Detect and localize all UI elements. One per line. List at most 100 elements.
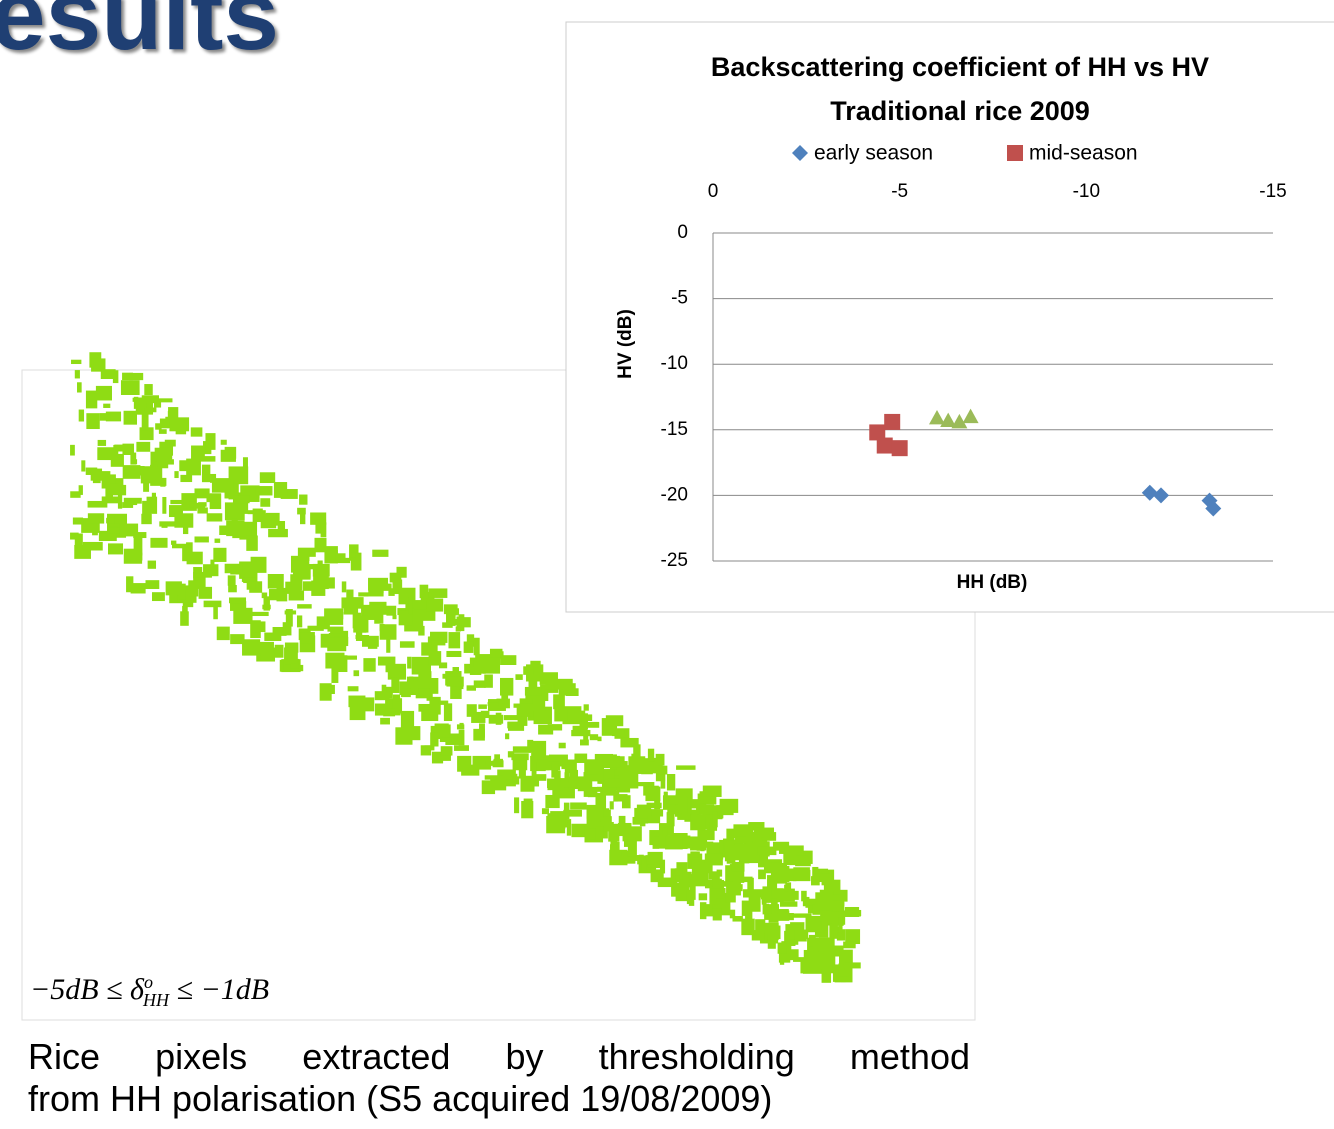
rice-pixel [275, 645, 284, 658]
rice-pixel [418, 626, 424, 636]
rice-pixel [806, 952, 822, 966]
rice-pixel [273, 627, 291, 635]
rice-pixel [75, 370, 80, 378]
rice-pixel [108, 543, 123, 554]
rice-pixel [372, 550, 388, 557]
rice-pixel [457, 724, 464, 729]
rice-pixel [446, 677, 463, 687]
y-tick-label: -20 [661, 484, 688, 505]
rice-pixel [114, 516, 124, 524]
rice-pixel [478, 704, 487, 709]
rice-pixel [768, 934, 776, 949]
y-tick-label: -25 [661, 550, 688, 571]
rice-pixel [822, 919, 827, 930]
rice-pixel [401, 711, 414, 728]
formula-sub: HH [143, 990, 169, 1010]
x-tick-label: -15 [1259, 181, 1286, 202]
rice-pixel [661, 772, 666, 789]
rice-pixel [297, 615, 302, 627]
rice-pixel [204, 601, 222, 608]
rice-pixel [307, 626, 323, 631]
point [884, 414, 900, 430]
rice-pixel [183, 527, 188, 534]
rice-pixel [548, 756, 563, 762]
rice-pixel [514, 704, 521, 708]
rice-pixel [206, 494, 217, 502]
rice-pixel [725, 845, 735, 861]
rice-pixel [481, 711, 490, 718]
rice-pixel [254, 621, 265, 632]
rice-pixel [523, 666, 533, 675]
rice-pixel [400, 641, 415, 647]
rice-pixel [179, 584, 186, 600]
formula: −5dB ≤ δoHH ≤ −1dB [30, 972, 269, 1011]
rice-pixel [143, 482, 149, 492]
rice-pixel [202, 465, 210, 483]
rice-pixel [298, 548, 316, 557]
rice-pixel [368, 640, 377, 649]
rice-pixel [221, 440, 227, 445]
rice-pixel [126, 576, 133, 592]
rice-pixel [527, 740, 533, 752]
rice-pixel [762, 886, 771, 896]
rice-pixel [648, 749, 654, 762]
rice-pixel [590, 734, 598, 740]
rice-pixel [336, 553, 346, 562]
rice-pixel [392, 615, 396, 619]
rice-pixel [435, 755, 451, 761]
rice-pixel [86, 413, 99, 429]
rice-pixel [813, 869, 828, 874]
rice-pixel [611, 842, 620, 850]
rice-pixel [407, 657, 411, 669]
chart-subtitle: Traditional rice 2009 [830, 96, 1090, 126]
rice-pixel [100, 413, 111, 421]
rice-pixel [743, 889, 763, 897]
rice-pixel [726, 829, 734, 840]
rice-pixel [188, 580, 198, 596]
x-tick-label: -10 [1073, 181, 1100, 202]
rice-pixel [374, 606, 383, 624]
rice-pixel [439, 662, 447, 668]
rice-pixel [464, 664, 470, 674]
rice-pixel [348, 686, 359, 691]
rice-pixel [514, 797, 519, 813]
rice-pixel [118, 493, 122, 509]
rice-pixel [660, 860, 665, 874]
rice-pixel [160, 419, 169, 429]
rice-pixel [79, 410, 84, 422]
rice-pixel [260, 472, 275, 483]
rice-pixel [297, 604, 312, 608]
chart-title: Backscattering coefficient of HH vs HV [711, 52, 1209, 82]
rice-pixel [355, 635, 369, 639]
rice-pixel [152, 592, 165, 601]
rice-pixel [811, 876, 820, 885]
rice-pixel [182, 548, 190, 562]
rice-pixel [683, 836, 690, 849]
rice-pixel [561, 765, 572, 769]
rice-pixel [123, 465, 141, 479]
rice-pixel [529, 678, 538, 687]
rice-pixel [144, 408, 156, 413]
rice-pixel [299, 495, 307, 505]
rice-pixel [351, 552, 356, 557]
rice-pixel [142, 414, 149, 431]
rice-pixel [73, 518, 83, 525]
rice-pixel [136, 442, 150, 452]
rice-pixel [363, 658, 375, 672]
rice-pixel [815, 892, 833, 910]
rice-pixel [703, 786, 722, 797]
rice-pixel [690, 816, 705, 830]
rice-pixel [285, 582, 300, 594]
x-tick-label: 0 [708, 181, 719, 202]
rice-pixel [716, 898, 725, 908]
rice-pixel [382, 685, 387, 693]
rice-pixel [152, 493, 156, 508]
rice-pixel [513, 776, 520, 784]
rice-pixel [687, 890, 693, 904]
rice-pixel [473, 729, 485, 741]
rice-pixel [439, 701, 449, 705]
rice-pixel [106, 518, 115, 524]
rice-pixel [414, 600, 426, 609]
rice-pixel [801, 891, 807, 901]
rice-pixel [180, 475, 192, 482]
